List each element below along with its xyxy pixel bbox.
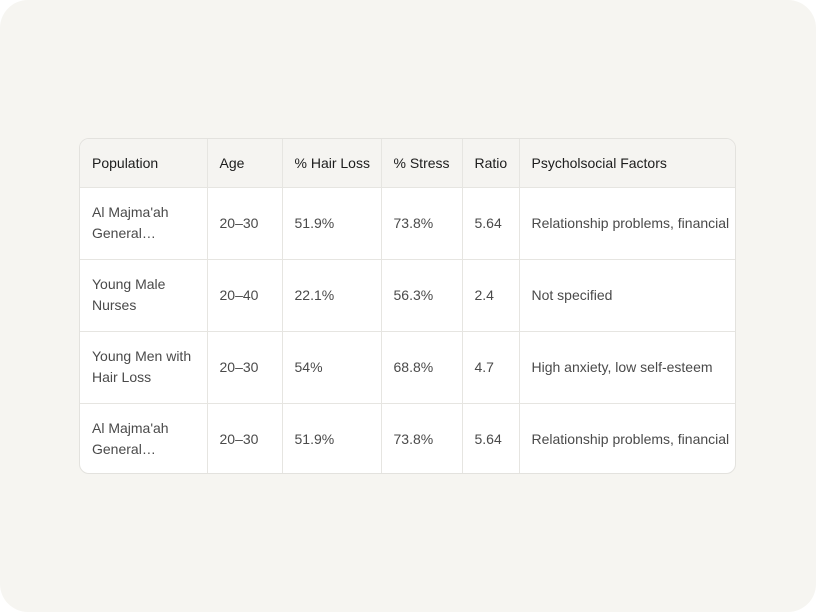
cell-population-text: Al Majma'ah General Popul… [92,204,169,241]
cell-population: Al Majma'ah General Popul… [80,187,208,260]
cell-ratio: 4.7 [462,331,520,404]
cell-population-text: Young Men with Hair Loss [92,348,192,385]
table-row: Al Majma'ah General Popul… 20–30 51.9% 7… [80,187,735,260]
cell-stress: 73.8% [381,187,463,260]
cell-population: Young Men with Hair Loss [80,331,208,404]
cell-age: 20–30 [207,187,283,260]
cell-hair-loss: 51.9% [282,403,382,473]
header-population: Population [80,139,208,188]
header-age: Age [207,139,283,188]
table-row: Al Majma'ah General Popul… 20–30 51.9% 7… [80,403,735,473]
cell-factors: Relationship problems, financial [531,430,730,447]
data-table: Population Age % Hair Loss % Stress Rati… [80,139,735,473]
cell-stress: 56.3% [381,259,463,332]
header-factors: Psycholsocial Factors [519,139,735,188]
header-hair-loss: % Hair Loss [282,139,382,188]
table-row: Young Male Nurses 20–40 22.1% 56.3% 2.4 … [80,259,735,332]
cell-hair-loss: 22.1% [282,259,382,332]
cell-population-text: Al Majma'ah General Popul… [92,420,169,458]
cell-hair-loss: 54% [282,331,382,404]
cell-factors: Not specified [519,259,735,332]
cell-hair-loss: 51.9% [282,187,382,260]
header-ratio: Ratio [462,139,520,188]
cell-ratio: 5.64 [462,403,520,473]
cell-population: Al Majma'ah General Popul… [80,403,208,473]
cell-factors: High anxiety, low self-esteem [519,331,735,404]
cell-factors: Relationship problems, financial [519,187,735,260]
cell-stress: 73.8% [381,403,463,473]
data-table-card: Population Age % Hair Loss % Stress Rati… [79,138,736,474]
cell-population: Young Male Nurses [80,259,208,332]
cell-age: 20–40 [207,259,283,332]
cell-ratio: 2.4 [462,259,520,332]
cell-population-text: Young Male Nurses [92,276,166,313]
header-stress: % Stress [381,139,463,188]
cell-stress: 68.8% [381,331,463,404]
table-header-row: Population Age % Hair Loss % Stress Rati… [80,139,735,188]
cell-age: 20–30 [207,331,283,404]
cell-age: 20–30 [207,403,283,473]
table-row: Young Men with Hair Loss 20–30 54% 68.8%… [80,331,735,404]
cell-ratio: 5.64 [462,187,520,260]
